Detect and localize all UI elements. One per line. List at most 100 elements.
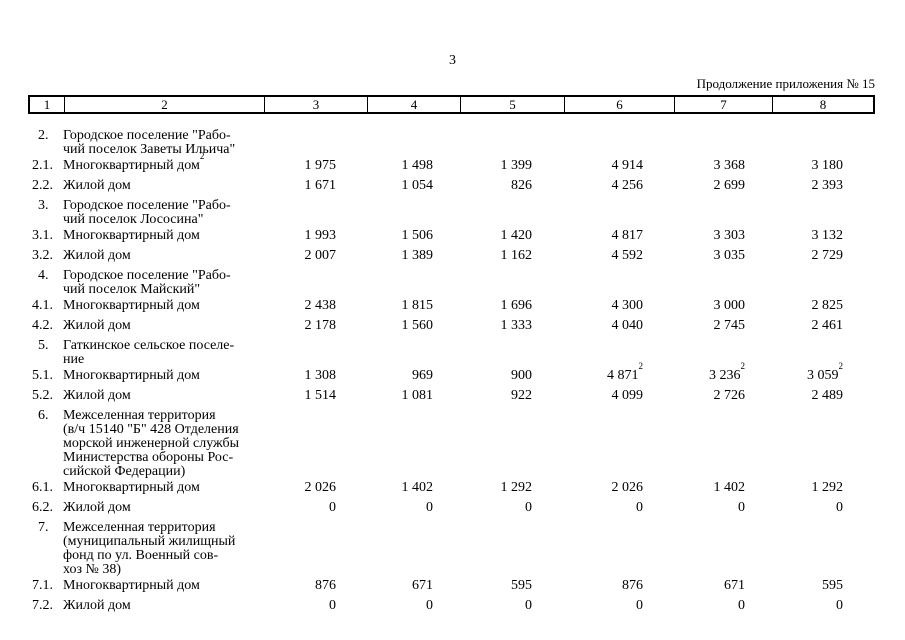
row-number: 3.1. [32, 228, 53, 243]
row-name-line: хоз № 38) [63, 562, 122, 577]
row-name-line: Жилой дом [63, 598, 131, 613]
cell-value-col3: 1 308 [304, 368, 337, 383]
row-number: 4.2. [32, 318, 53, 333]
table-section-row: 5. Гаткинское сельское поселе-ние [28, 339, 875, 367]
row-name-line: Многоквартирный дом [63, 298, 200, 313]
cell-value-col3: 2 026 [304, 480, 337, 495]
cell-value-col5: 1 333 [500, 318, 533, 333]
cell-value-col4: 1 054 [401, 178, 434, 193]
row-name-line: Городское поселение "Рабо- [63, 268, 231, 283]
row-name-line: Министерства обороны Рос- [63, 450, 234, 465]
column-header-3: 3 [265, 97, 368, 112]
cell-value-col6: 0 [636, 500, 643, 515]
cell-value-col6: 4 914 [611, 158, 644, 173]
row-name-line: Межселенная территория [63, 408, 216, 423]
row-name-line: чий поселок Майский" [63, 282, 201, 297]
cell-value-col3: 2 007 [304, 248, 337, 263]
row-name-line: Жилой дом [63, 388, 131, 403]
cell-value-col4: 1 081 [401, 388, 434, 403]
cell-value-col8: 1 292 [811, 480, 844, 495]
row-name: Жилой дом [63, 389, 263, 403]
row-name-line: Городское поселение "Рабо- [63, 198, 231, 213]
cell-value-col6: 2 026 [611, 480, 644, 495]
row-name-line: Многоквартирный дом [63, 578, 200, 593]
cell-value-col3: 1 514 [304, 388, 337, 403]
row-name-line: Многоквартирный дом [63, 480, 200, 495]
cell-value-col5: 922 [511, 388, 532, 403]
row-number: 3.2. [32, 248, 53, 263]
column-header-1: 1 [30, 97, 65, 112]
cell-value-col6: 4 817 [611, 228, 644, 243]
cell-value-col3: 0 [329, 500, 336, 515]
row-name-line: (в/ч 15140 "Б" 428 Отделения [63, 422, 239, 437]
row-number: 5.1. [32, 368, 53, 383]
row-name: Многоквартирный дом [63, 299, 263, 313]
row-number: 5. [38, 338, 49, 353]
table-row: 3.2. Жилой дом 2 007 1 389 1 162 4 592 3 035 2 … [28, 249, 875, 263]
row-name-line: Многоквартирный дом2 [63, 151, 205, 173]
row-name: Многоквартирный дом [63, 369, 263, 383]
cell-value-col8: 2 489 [811, 388, 844, 403]
table-section-row: 6. Межселенная территория (в/ч 15140 "Б" 4… [28, 409, 875, 479]
page-number: 3 [449, 53, 456, 68]
cell-value-col4: 969 [412, 368, 433, 383]
cell-value-col5: 595 [511, 578, 532, 593]
cell-value-col5: 1 399 [500, 158, 533, 173]
row-name-line: Многоквартирный дом [63, 228, 200, 243]
cell-value-col4: 1 560 [401, 318, 434, 333]
table-row: 5.1. Многоквартирный дом 1 308 969 900 4 8712… [28, 361, 875, 383]
cell-value-col7: 0 [738, 598, 745, 613]
row-number: 7. [38, 520, 49, 535]
table-row: 5.2. Жилой дом 1 514 1 081 922 4 099 2 726 2 48… [28, 389, 875, 403]
row-number: 6. [38, 408, 49, 423]
cell-value-col5: 0 [525, 598, 532, 613]
row-name-line: Многоквартирный дом [63, 368, 200, 383]
cell-value-col4: 0 [426, 500, 433, 515]
row-name: Городское поселение "Рабо-чий поселок За… [63, 129, 263, 157]
cell-value-col3: 0 [329, 598, 336, 613]
row-number: 3. [38, 198, 49, 213]
cell-value-col4: 671 [412, 578, 433, 593]
cell-value-col8: 2 461 [811, 318, 844, 333]
row-number: 2.2. [32, 178, 53, 193]
row-name-line: фонд по ул. Военный сов- [63, 548, 219, 563]
row-number: 7.1. [32, 578, 53, 593]
table-row: 4.2. Жилой дом 2 178 1 560 1 333 4 040 2 745 2 … [28, 319, 875, 333]
table-row: 7.2. Жилой дом 0 0 0 0 0 0 [28, 599, 875, 613]
row-number: 6.1. [32, 480, 53, 495]
footnote-superscript: 2 [199, 151, 205, 162]
table-section-row: 3. Городское поселение "Рабо-чий поселок … [28, 199, 875, 227]
row-name-line: морской инженерной службы [63, 436, 240, 451]
cell-value-col7: 2 726 [713, 388, 746, 403]
cell-value-col8: 595 [822, 578, 843, 593]
row-number: 2.1. [32, 158, 53, 173]
footnote-superscript: 2 [740, 361, 746, 372]
row-name: Многоквартирный дом [63, 579, 263, 593]
cell-value-col7: 671 [724, 578, 745, 593]
column-header-4: 4 [368, 97, 461, 112]
cell-value-col5: 1 292 [500, 480, 533, 495]
row-name: Жилой дом [63, 249, 263, 263]
row-name: Гаткинское сельское поселе-ние [63, 339, 263, 367]
cell-value-col6: 0 [636, 598, 643, 613]
column-header-8: 8 [819, 97, 827, 112]
row-number: 2. [38, 128, 49, 143]
table-row: 2.2. Жилой дом 1 671 1 054 826 4 256 2 699 2 39… [28, 179, 875, 193]
cell-value-col4: 1 402 [401, 480, 434, 495]
row-number: 5.2. [32, 388, 53, 403]
row-name-line: Городское поселение "Рабо- [63, 128, 231, 143]
cell-value-col3: 1 671 [304, 178, 337, 193]
cell-value-col6: 4 8712 [607, 361, 643, 383]
cell-value-col6: 4 256 [611, 178, 644, 193]
cell-value-col7: 2 699 [713, 178, 746, 193]
row-name-line: (муниципальный жилищный [63, 534, 236, 549]
cell-value-col6: 4 592 [611, 248, 644, 263]
cell-value-col4: 1 389 [401, 248, 434, 263]
cell-value-col8: 2 825 [811, 298, 844, 313]
row-name-line: Жилой дом [63, 178, 131, 193]
cell-value-col5: 1 420 [500, 228, 533, 243]
table-row: 3.1. Многоквартирный дом 1 993 1 506 1 420 4 … [28, 229, 875, 243]
row-name: Жилой дом [63, 319, 263, 333]
row-number: 6.2. [32, 500, 53, 515]
